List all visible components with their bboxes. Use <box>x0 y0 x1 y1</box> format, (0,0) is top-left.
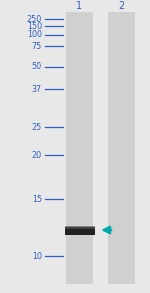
Text: 15: 15 <box>32 195 42 204</box>
Text: 10: 10 <box>32 252 42 261</box>
Bar <box>108 12 135 284</box>
Text: 20: 20 <box>32 151 42 160</box>
Text: 50: 50 <box>32 62 42 71</box>
Bar <box>64 227 94 235</box>
Text: 150: 150 <box>27 22 42 31</box>
Text: 25: 25 <box>32 123 42 132</box>
Bar <box>64 226 94 229</box>
Text: 37: 37 <box>32 85 42 94</box>
Text: 1: 1 <box>76 1 82 11</box>
Bar <box>66 12 93 284</box>
Text: 75: 75 <box>32 42 42 51</box>
Text: 250: 250 <box>27 15 42 23</box>
Text: 2: 2 <box>118 1 125 11</box>
Text: 100: 100 <box>27 30 42 39</box>
